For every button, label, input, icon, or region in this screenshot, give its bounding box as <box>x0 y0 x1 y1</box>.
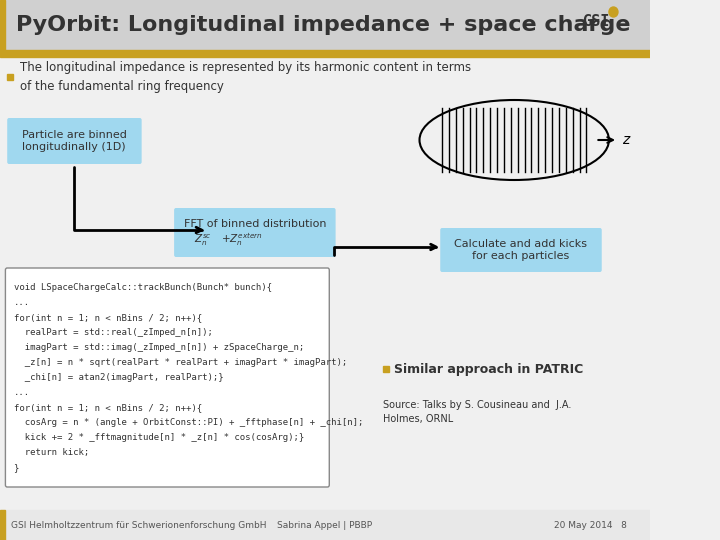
Text: ...: ... <box>14 388 30 397</box>
Text: Similar approach in PATRIC: Similar approach in PATRIC <box>395 362 583 375</box>
Text: for(int n = 1; n < nBins / 2; n++){: for(int n = 1; n < nBins / 2; n++){ <box>14 313 202 322</box>
Text: _z[n] = n * sqrt(realPart * realPart + imagPart * imagPart);: _z[n] = n * sqrt(realPart * realPart + i… <box>14 358 347 367</box>
Text: Particle are binned
longitudinally (1D): Particle are binned longitudinally (1D) <box>22 130 127 152</box>
Text: return kick;: return kick; <box>14 448 89 457</box>
Bar <box>0 50 649 57</box>
Bar <box>384 366 389 372</box>
Text: realPart = std::real(_zImped_n[n]);: realPart = std::real(_zImped_n[n]); <box>14 328 212 337</box>
Text: z: z <box>623 133 630 147</box>
Text: PyOrbit: Longitudinal impedance + space charge: PyOrbit: Longitudinal impedance + space … <box>17 15 631 35</box>
Text: Source: Talks by S. Cousineau and  J.A.
Holmes, ORNL: Source: Talks by S. Cousineau and J.A. H… <box>384 400 572 424</box>
Bar <box>0 510 6 540</box>
Text: FFT of binned distribution: FFT of binned distribution <box>184 219 327 229</box>
Text: The longitudinal impedance is represented by its harmonic content in terms
of th: The longitudinal impedance is represente… <box>20 61 471 93</box>
Text: }: } <box>14 463 19 472</box>
Text: ...: ... <box>14 298 30 307</box>
FancyBboxPatch shape <box>7 118 142 164</box>
Text: GSI Helmholtzzentrum für Schwerionenforschung GmbH: GSI Helmholtzzentrum für Schwerionenfors… <box>11 521 266 530</box>
Text: void LSpaceChargeCalc::trackBunch(Bunch* bunch){: void LSpaceChargeCalc::trackBunch(Bunch*… <box>14 283 271 292</box>
Text: kick += 2 * _fftmagnitude[n] * _z[n] * cos(cosArg);}: kick += 2 * _fftmagnitude[n] * _z[n] * c… <box>14 433 304 442</box>
Bar <box>0 510 649 540</box>
Text: cosArg = n * (angle + OrbitConst::PI) + _fftphase[n] + _chi[n];: cosArg = n * (angle + OrbitConst::PI) + … <box>14 418 363 427</box>
Bar <box>7 74 13 80</box>
FancyBboxPatch shape <box>174 208 336 257</box>
Circle shape <box>609 7 618 17</box>
Text: GSI: GSI <box>582 15 609 30</box>
Bar <box>0 0 649 50</box>
Text: Calculate and add kicks
for each particles: Calculate and add kicks for each particl… <box>454 239 587 261</box>
Bar <box>0 0 6 50</box>
FancyBboxPatch shape <box>6 268 329 487</box>
Text: imagPart = std::imag(_zImped_n[n]) + zSpaceCharge_n;: imagPart = std::imag(_zImped_n[n]) + zSp… <box>14 343 304 352</box>
Text: 20 May 2014   8: 20 May 2014 8 <box>554 521 627 530</box>
Text: for(int n = 1; n < nBins / 2; n++){: for(int n = 1; n < nBins / 2; n++){ <box>14 403 202 412</box>
Text: $Z_n^{sc}$: $Z_n^{sc}$ <box>194 232 212 248</box>
FancyBboxPatch shape <box>440 228 602 272</box>
Text: Sabrina Appel | PBBP: Sabrina Appel | PBBP <box>277 521 372 530</box>
Text: _chi[n] = atan2(imagPart, realPart);}: _chi[n] = atan2(imagPart, realPart);} <box>14 373 223 382</box>
Text: $+Z_n^{extern}$: $+Z_n^{extern}$ <box>221 232 263 248</box>
